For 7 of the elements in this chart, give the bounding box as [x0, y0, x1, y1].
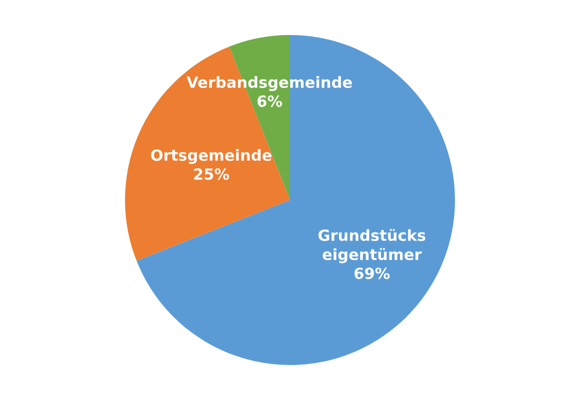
- data-label: 6%: [258, 95, 282, 107]
- slice-label: Verbandsgemeinde: [186, 76, 352, 92]
- pie-slice: [136, 35, 455, 365]
- slice-label: Grundstücks eigentümer: [318, 228, 426, 264]
- slice-label: Ortsgemeinde: [151, 149, 272, 164]
- data-label: 25%: [194, 168, 230, 180]
- data-label: 69%: [354, 268, 390, 280]
